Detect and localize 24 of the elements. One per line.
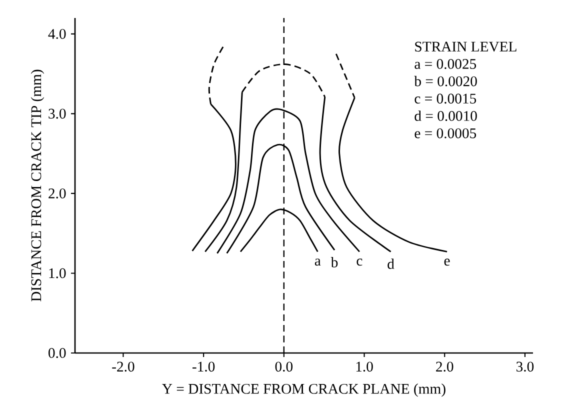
annotation: d = 0.0010 [414,110,477,121]
annotation: c = 0.0015 [414,94,476,104]
y-tick-label: 2.0 [48,188,66,198]
y-tick-label: 4.0 [48,28,66,39]
x-tick-label: 2.0 [436,362,454,372]
annotation: e = 0.0005 [414,128,476,138]
x-axis-title: Y = DISTANCE FROM CRACK PLANE (mm) [162,383,446,397]
x-tick-label: 3.0 [516,362,534,372]
y-tick-label: 0.0 [48,348,66,358]
legend-title: STRAIN LEVEL [415,42,516,52]
y-tick-label: 3.0 [48,108,66,119]
x-tick-label: -1.0 [192,362,215,372]
series-label: e [444,258,450,266]
annotation: b = 0.0020 [414,76,477,86]
series-label: d [388,258,394,269]
series-label: a [314,258,321,266]
x-tick-label: 0.0 [275,362,293,372]
series-label: c [356,258,362,266]
annotation: a = 0.0025 [414,59,476,69]
y-tick-label: 1.0 [49,268,66,278]
x-tick-label: 1.0 [356,362,373,372]
y-axis-title: DISTANCE FROM CRACK TIP (mm) [30,70,44,302]
series-label: b [330,257,338,268]
x-tick-label: -2.0 [112,362,134,372]
